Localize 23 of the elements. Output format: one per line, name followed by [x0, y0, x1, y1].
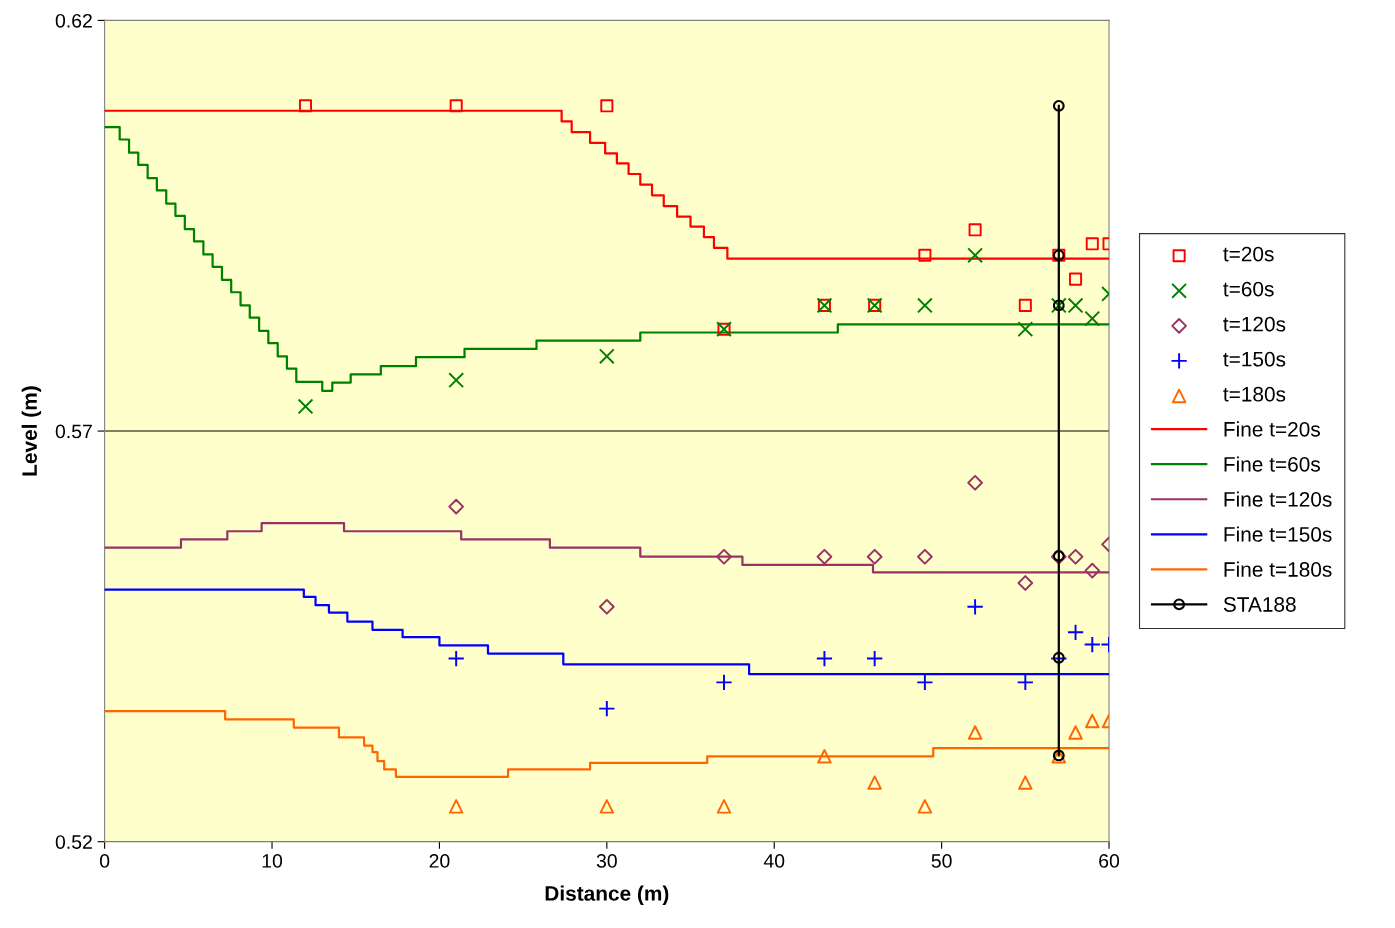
legend-label: Fine t=150s	[1224, 526, 1332, 542]
x-tick-label: 30	[596, 854, 617, 868]
x-tick-label: 50	[931, 854, 952, 868]
x-axis-title: Distance (m)	[545, 885, 669, 905]
legend-label: t=60s	[1223, 281, 1274, 297]
y-tick-label: 0.62	[55, 13, 92, 28]
legend-label: Fine t=60s	[1224, 456, 1320, 472]
legend-label: t=180s	[1223, 386, 1286, 402]
legend-label: t=20s	[1223, 246, 1274, 262]
x-tick-label: 20	[429, 854, 450, 868]
y-tick-label: 0.57	[55, 424, 92, 439]
legend-label: Fine t=120s	[1224, 491, 1332, 507]
legend-label: Fine t=180s	[1224, 561, 1332, 577]
legend-label: Fine t=20s	[1224, 421, 1320, 437]
x-tick-label: 40	[763, 854, 785, 868]
legend-label: STA188	[1223, 597, 1296, 612]
x-tick-label: 10	[262, 854, 283, 868]
legend-label: t=150s	[1223, 351, 1286, 367]
y-tick-label: 0.52	[55, 835, 92, 849]
legend-label: t=120s	[1223, 316, 1286, 332]
y-axis-title: Level (m)	[21, 386, 42, 476]
x-tick-label: 0	[99, 854, 110, 868]
x-tick-label: 60	[1099, 854, 1120, 868]
